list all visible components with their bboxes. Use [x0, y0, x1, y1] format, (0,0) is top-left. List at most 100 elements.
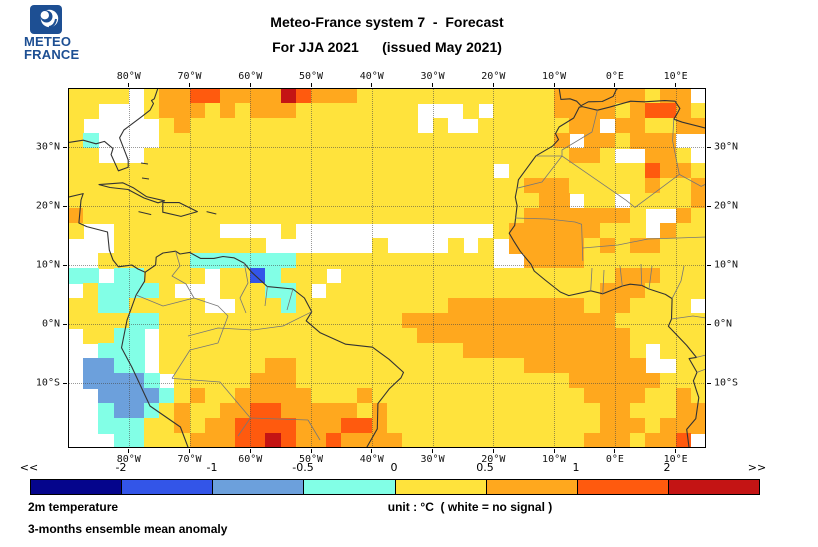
map-cell [174, 418, 191, 434]
graticule-meridian [675, 88, 677, 448]
map-cell [554, 253, 570, 269]
map-cell [341, 88, 358, 104]
map-cell [174, 238, 191, 254]
map-cell [235, 403, 251, 419]
map-cell [523, 208, 540, 224]
map-cell [538, 268, 555, 284]
map-cell [295, 253, 312, 269]
lat-tick-mark [707, 205, 711, 207]
map-cell [554, 418, 570, 434]
map-cell [478, 238, 494, 254]
map-cell [189, 253, 206, 269]
map-cell [326, 208, 343, 224]
map-cell [660, 148, 677, 164]
lon-tick-label-top: 10°W [542, 71, 567, 82]
map-cell [645, 163, 662, 179]
map-cell [523, 103, 540, 119]
map-cell [614, 373, 631, 389]
map-cell [371, 238, 388, 254]
map-cell [508, 88, 525, 104]
map-cell [159, 388, 175, 404]
map-cell [630, 358, 646, 374]
map-cell [630, 418, 646, 434]
map-cell [569, 373, 586, 389]
map-cell [417, 373, 434, 389]
map-cell [417, 358, 434, 374]
colorbar-segment [213, 480, 305, 494]
map-cell [645, 388, 662, 404]
map-cell [311, 148, 327, 164]
map-cell [128, 298, 145, 314]
map-cell [675, 223, 692, 239]
map-cell [645, 118, 662, 134]
map-cell [660, 133, 677, 149]
map-cell [280, 283, 297, 299]
map-cell [356, 193, 373, 209]
colorbar-tick-label: 1 [572, 461, 580, 474]
map-cell [387, 433, 403, 448]
map-cell [143, 103, 160, 119]
graticule-meridian [250, 88, 252, 448]
map-cell [113, 418, 130, 434]
map-cell [675, 403, 692, 419]
map-cell [371, 253, 388, 269]
map-cell [630, 208, 646, 224]
map-cell [113, 328, 130, 344]
map-cell [523, 223, 540, 239]
colorbar-segment [668, 480, 759, 494]
map-cell [68, 133, 84, 149]
map-cell [462, 403, 479, 419]
map-cell [675, 103, 692, 119]
colorbar-tick-label: -1 [206, 461, 218, 474]
map-cell [417, 298, 434, 314]
map-cell [371, 388, 388, 404]
map-cell [538, 328, 555, 344]
map-cell [159, 103, 175, 119]
map-cell [98, 298, 115, 314]
map-cell [250, 133, 267, 149]
map-cell [143, 238, 160, 254]
map-cell [280, 208, 297, 224]
map-cell [614, 118, 631, 134]
coast-north-america [68, 88, 159, 172]
map-cell [630, 403, 646, 419]
map-cell [371, 103, 388, 119]
map-cell [68, 163, 84, 179]
map-cell [584, 133, 601, 149]
map-cell [432, 178, 449, 194]
map-cell [113, 388, 130, 404]
map-cell [690, 328, 706, 344]
lon-tick-mark [310, 449, 312, 453]
map-cell [204, 163, 221, 179]
map-cell [204, 118, 221, 134]
map-cell [584, 193, 601, 209]
map-cell [554, 388, 570, 404]
map-cell [326, 118, 343, 134]
map-cell [83, 358, 99, 374]
map-cell [371, 208, 388, 224]
map-cell [128, 193, 145, 209]
map-cell [599, 178, 616, 194]
map-cell [493, 193, 510, 209]
lat-tick-label-left: 10°S [35, 377, 60, 389]
map-cell [554, 343, 570, 359]
map-cell [341, 358, 358, 374]
map-cell [493, 343, 510, 359]
map-cell [219, 328, 236, 344]
map-cell [690, 163, 706, 179]
map-cell [311, 328, 327, 344]
map-cell [538, 343, 555, 359]
lat-tick-mark [63, 205, 67, 207]
map-cell [569, 253, 586, 269]
map-cell [523, 358, 540, 374]
map-cell [371, 163, 388, 179]
map-cell [174, 193, 191, 209]
map-cell [660, 193, 677, 209]
map-cell [645, 328, 662, 344]
map-cell [280, 418, 297, 434]
map-cell [311, 388, 327, 404]
map-cell [189, 433, 206, 448]
lat-tick-label-left: 0°N [41, 318, 60, 330]
map-cell [462, 343, 479, 359]
map-cell [356, 298, 373, 314]
